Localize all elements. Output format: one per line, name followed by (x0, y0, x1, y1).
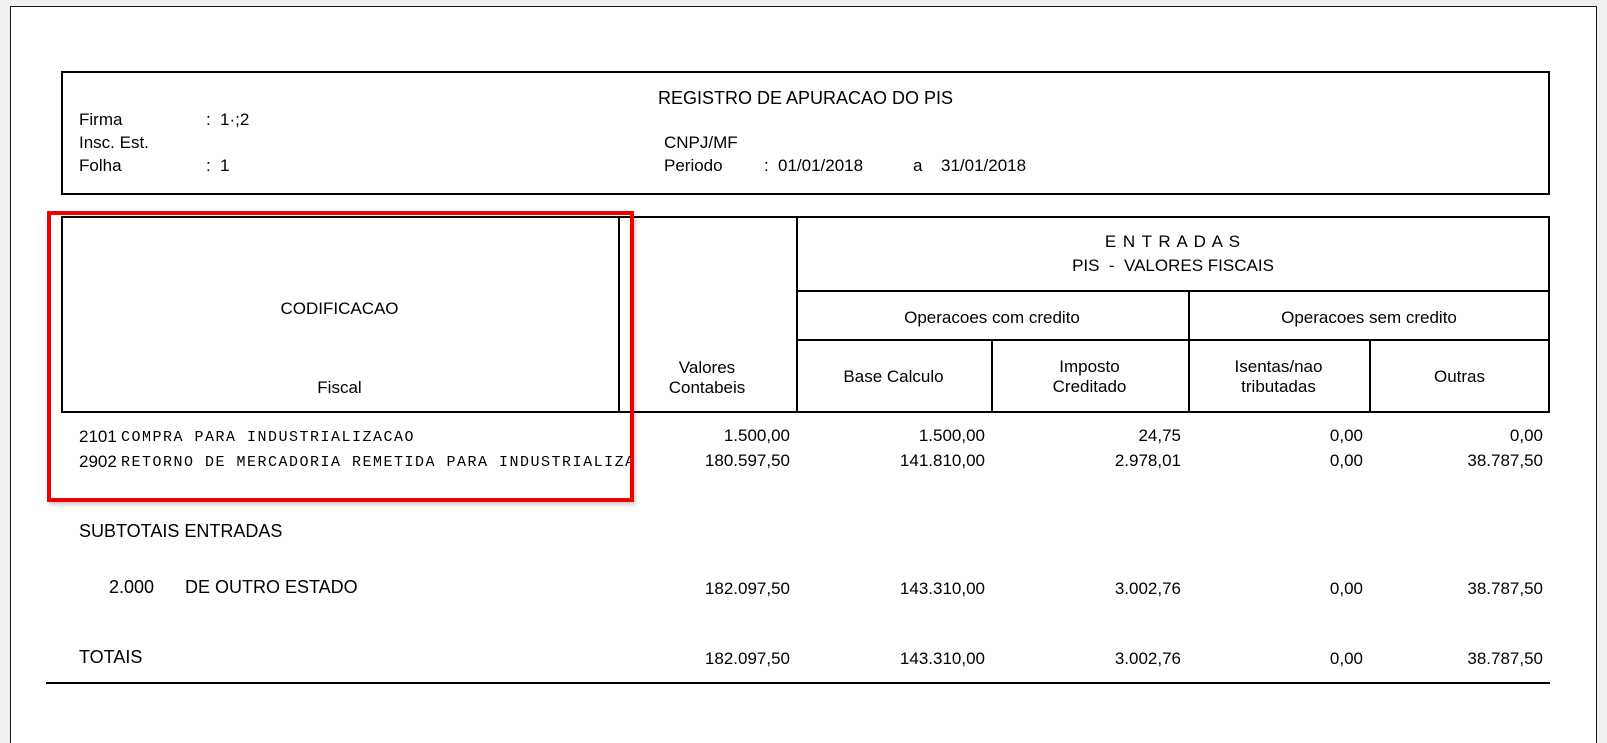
row-base-calculo: 141.810,00 (899, 451, 985, 470)
totais-label: TOTAIS (79, 647, 143, 667)
divider-codificacao-valores (618, 216, 620, 413)
column-header-imposto-line2: Creditado (1052, 377, 1127, 396)
periodo-end-date: 31/01/2018 (941, 156, 1027, 175)
divider-operacoes-bottom (796, 339, 1550, 341)
periodo-separator: : (764, 156, 769, 175)
divider-entradas-title-bottom (796, 290, 1550, 292)
entradas-subtitle: PIS - VALORES FISCAIS (1072, 256, 1274, 275)
total-base-calculo: 143.310,00 (899, 649, 985, 668)
row-imposto-creditado: 24,75 (1138, 426, 1181, 445)
subtotal-imposto-creditado: 3.002,76 (1114, 579, 1181, 598)
divider-isentas-outras (1369, 339, 1371, 412)
group-header-operacoes-sem-credito: Operacoes sem credito (1281, 308, 1457, 327)
row-description: COMPRA PARA INDUSTRIALIZACAO (121, 429, 416, 446)
row-description: RETORNO DE MERCADORIA REMETIDA PARA INDU… (121, 454, 633, 471)
report-title: REGISTRO DE APURACAO DO PIS (657, 88, 954, 108)
subtotal-code: 2.000 (109, 577, 155, 597)
column-header-imposto-line1: Imposto (1059, 357, 1120, 376)
firma-separator: : (206, 110, 211, 129)
subtotal-base-calculo: 143.310,00 (899, 579, 985, 598)
periodo-to-word: a (913, 156, 923, 175)
row-outras: 38.787,50 (1467, 451, 1543, 470)
column-header-isentas-line2: tributadas (1241, 377, 1316, 396)
column-header-valores-line1: Valores (678, 358, 736, 377)
subtotal-description: DE OUTRO ESTADO (185, 577, 358, 597)
report-header-box (61, 71, 1550, 195)
insc-est-label: Insc. Est. (79, 133, 149, 152)
column-header-valores-line2: Contabeis (668, 378, 746, 397)
row-isentas: 0,00 (1329, 426, 1363, 445)
row-imposto-creditado: 2.978,01 (1114, 451, 1181, 470)
row-outras: 0,00 (1509, 426, 1543, 445)
folha-label: Folha (79, 156, 122, 175)
subtotal-isentas: 0,00 (1329, 579, 1363, 598)
group-header-operacoes-com-credito: Operacoes com credito (904, 308, 1080, 327)
folha-value: 1 (220, 156, 230, 175)
row-isentas: 0,00 (1329, 451, 1363, 470)
periodo-start-date: 01/01/2018 (778, 156, 864, 175)
firma-value: 1·;2 (220, 110, 250, 129)
entradas-title: E N T R A D A S (1104, 232, 1242, 251)
total-isentas: 0,00 (1329, 649, 1363, 668)
subtotal-valores-contabeis: 182.097,50 (704, 579, 790, 598)
total-imposto-creditado: 3.002,76 (1114, 649, 1181, 668)
firma-label: Firma (79, 110, 123, 129)
subtotais-entradas-label: SUBTOTAIS ENTRADAS (79, 521, 283, 541)
divider-com-sem-credito (1188, 290, 1190, 412)
row-base-calculo: 1.500,00 (918, 426, 985, 445)
divider-valores-entradas (796, 216, 798, 413)
folha-separator: : (206, 156, 211, 175)
row-fiscal-code: 2101 (79, 427, 117, 446)
column-header-outras: Outras (1433, 367, 1486, 386)
column-header-isentas-line1: Isentas/nao (1234, 357, 1323, 376)
periodo-label: Periodo (664, 156, 723, 175)
row-valores-contabeis: 1.500,00 (723, 426, 790, 445)
total-valores-contabeis: 182.097,50 (704, 649, 790, 668)
column-header-codificacao: CODIFICACAO (280, 299, 399, 318)
report-bottom-rule (46, 682, 1550, 684)
total-outras: 38.787,50 (1467, 649, 1543, 668)
row-fiscal-code: 2902 (79, 452, 117, 471)
row-valores-contabeis: 180.597,50 (704, 451, 790, 470)
divider-base-imposto (991, 339, 993, 412)
column-header-fiscal: Fiscal (317, 378, 362, 397)
column-header-base-calculo: Base Calculo (843, 367, 944, 386)
table-header-outline (61, 216, 1550, 413)
subtotal-outras: 38.787,50 (1467, 579, 1543, 598)
report-page: REGISTRO DE APURACAO DO PIS Firma : 1·;2… (10, 6, 1597, 743)
cnpj-label: CNPJ/MF (664, 133, 738, 152)
